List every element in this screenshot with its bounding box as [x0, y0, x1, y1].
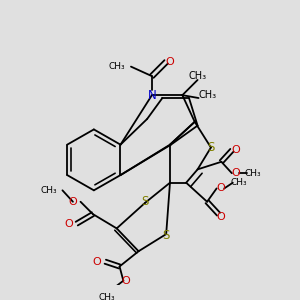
- Text: O: O: [231, 168, 240, 178]
- Text: O: O: [216, 183, 225, 194]
- Text: O: O: [216, 212, 225, 222]
- Text: CH₃: CH₃: [99, 293, 116, 300]
- Text: S: S: [142, 195, 149, 208]
- Text: N: N: [148, 89, 156, 102]
- Text: S: S: [207, 141, 214, 154]
- Text: CH₃: CH₃: [109, 62, 125, 71]
- Text: CH₃: CH₃: [188, 71, 207, 81]
- Text: CH₃: CH₃: [244, 169, 261, 178]
- Text: O: O: [93, 257, 101, 267]
- Text: S: S: [163, 229, 170, 242]
- Text: CH₃: CH₃: [230, 178, 247, 187]
- Text: O: O: [231, 146, 240, 155]
- Text: CH₃: CH₃: [40, 186, 57, 195]
- Text: O: O: [68, 197, 77, 207]
- Text: O: O: [166, 57, 174, 67]
- Text: O: O: [122, 276, 130, 286]
- Text: O: O: [64, 219, 73, 229]
- Text: CH₃: CH₃: [198, 90, 216, 100]
